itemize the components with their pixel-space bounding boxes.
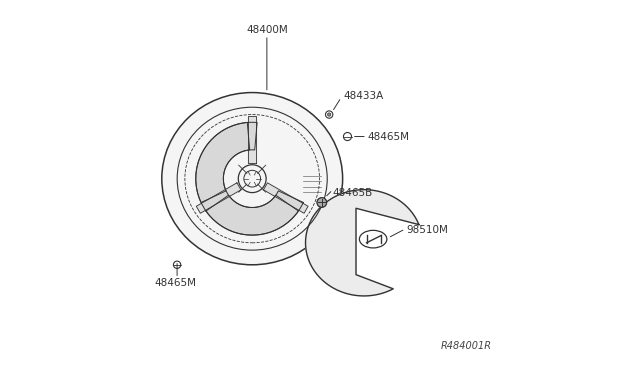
Circle shape: [317, 198, 326, 207]
Circle shape: [328, 113, 331, 116]
Polygon shape: [196, 122, 303, 235]
Ellipse shape: [162, 93, 342, 265]
Text: 48465B: 48465B: [333, 188, 373, 198]
Polygon shape: [248, 116, 256, 163]
Polygon shape: [264, 183, 308, 213]
Polygon shape: [196, 183, 241, 213]
Text: 48433A: 48433A: [344, 91, 384, 101]
Text: R484001R: R484001R: [441, 341, 492, 351]
Polygon shape: [206, 195, 298, 235]
Text: 48400M: 48400M: [246, 25, 288, 35]
Text: 48465M: 48465M: [154, 278, 196, 288]
Polygon shape: [305, 190, 419, 296]
Text: 48465M: 48465M: [367, 132, 410, 141]
Text: 98510M: 98510M: [406, 225, 448, 235]
Polygon shape: [196, 122, 250, 202]
